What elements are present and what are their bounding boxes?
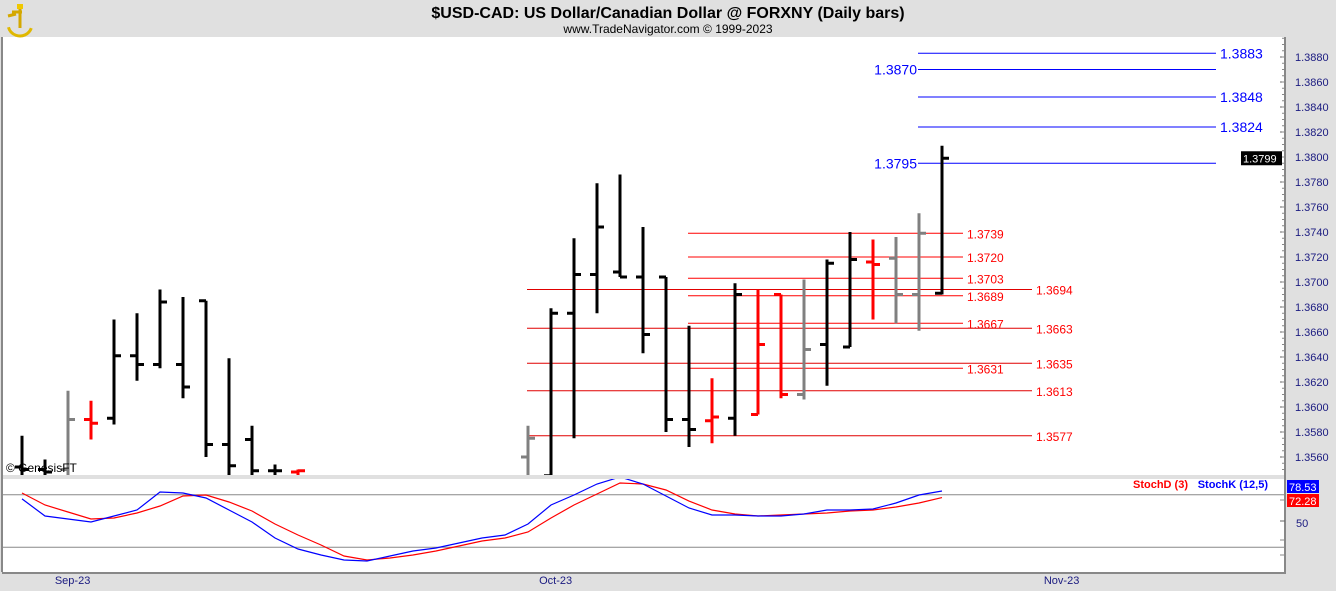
ohlc-bar [866,239,880,320]
ohlc-bar [705,378,719,444]
ohlc-bar [61,390,75,475]
y-tick-label: 1.3840 [1295,102,1329,114]
red-level-label: 1.3613 [1036,385,1073,399]
ohlc-bar [659,275,673,432]
ohlc-bar [751,289,765,416]
ohlc-bar [912,213,926,331]
y-tick-label: 1.3860 [1295,77,1329,89]
ohlc-bar [268,464,282,475]
stoch-line-stochd [21,482,943,561]
y-tick-label: 1.3720 [1295,252,1329,264]
chart-subtitle: www.TradeNavigator.com © 1999-2023 [562,22,772,36]
y-tick-label: 1.3880 [1295,52,1329,64]
ohlc-bar [130,313,144,381]
ohlc-bar [567,238,581,439]
ohlc-bar [797,279,811,400]
ohlc-bar [245,425,259,475]
ohlc-bar [176,297,190,399]
y-tick-label: 1.3680 [1295,302,1329,314]
y-tick-label: 1.3620 [1295,377,1329,389]
ohlc-bar [590,183,604,314]
ohlc-bar [682,325,696,447]
y-tick-label: 1.3640 [1295,352,1329,364]
legend-stochk: StochK (12,5) [1198,479,1269,491]
ohlc-bar [291,469,305,475]
red-level-label: 1.3631 [967,362,1004,376]
ohlc-bar [84,400,98,440]
ohlc-bar [521,425,535,475]
chart-title: $USD-CAD: US Dollar/Canadian Dollar @ FO… [431,5,904,22]
blue-level-label: 1.3795 [874,155,917,171]
stochk-value: 78.53 [1289,482,1317,494]
y-tick-label: 1.3660 [1295,327,1329,339]
ohlc-bar [774,293,788,399]
red-level-label: 1.3577 [1036,430,1073,444]
red-level-label: 1.3635 [1036,357,1073,371]
ohlc-bar [613,174,627,279]
red-level-label: 1.3689 [967,290,1004,304]
x-tick-label: Oct-23 [539,575,572,587]
red-level-label: 1.3667 [967,317,1004,331]
y-tick-label: 1.3580 [1295,427,1329,439]
y-tick-label: 1.3700 [1295,277,1329,289]
sextant-logo [6,4,34,38]
y-tick-label: 1.3600 [1295,402,1329,414]
red-level-label: 1.3694 [1036,284,1073,298]
last-price-label: 1.3799 [1243,153,1277,165]
blue-level-label: 1.3870 [874,62,917,78]
blue-level-label: 1.3824 [1220,119,1263,135]
watermark: © GenesisFT [6,461,78,475]
ohlc-bar [935,145,949,295]
ohlc-bar [636,227,650,354]
stochk-value-box [1287,480,1319,493]
y-tick-label: 1.3800 [1295,152,1329,164]
blue-level-label: 1.3848 [1220,89,1263,105]
y-tick-label: 1.3760 [1295,202,1329,214]
red-level-label: 1.3739 [967,227,1004,241]
ohlc-bar [38,459,52,475]
y-tick-label: 1.3740 [1295,227,1329,239]
red-level-label: 1.3703 [967,272,1004,286]
stoch-tick-label: 50 [1296,518,1308,530]
stoch-line-stochk [21,479,943,562]
stochd-value-box [1287,494,1319,507]
ohlc-bar [153,289,167,369]
y-tick-label: 1.3820 [1295,127,1329,139]
x-tick-label: Nov-23 [1044,575,1079,587]
ohlc-bar [222,358,236,475]
red-level-label: 1.3663 [1036,322,1073,336]
red-level-label: 1.3720 [967,251,1004,265]
x-tick-label: Sep-23 [55,575,90,587]
ohlc-bar [544,308,558,475]
ohlc-bar [199,299,213,457]
stochastic-panel [2,479,1284,572]
ohlc-bar [15,435,29,475]
stochd-value: 72.28 [1289,496,1317,508]
ohlc-bar [820,259,834,386]
y-tick-label: 1.3780 [1295,177,1329,189]
blue-level-label: 1.3883 [1220,45,1263,61]
ohlc-bar [728,283,742,436]
legend-stochd: StochD (3) [1133,479,1188,491]
y-tick-label: 1.3560 [1295,452,1329,464]
last-price-box [1241,151,1282,166]
ohlc-bar [843,232,857,349]
ohlc-bar [889,237,903,324]
ohlc-bar [107,319,121,425]
